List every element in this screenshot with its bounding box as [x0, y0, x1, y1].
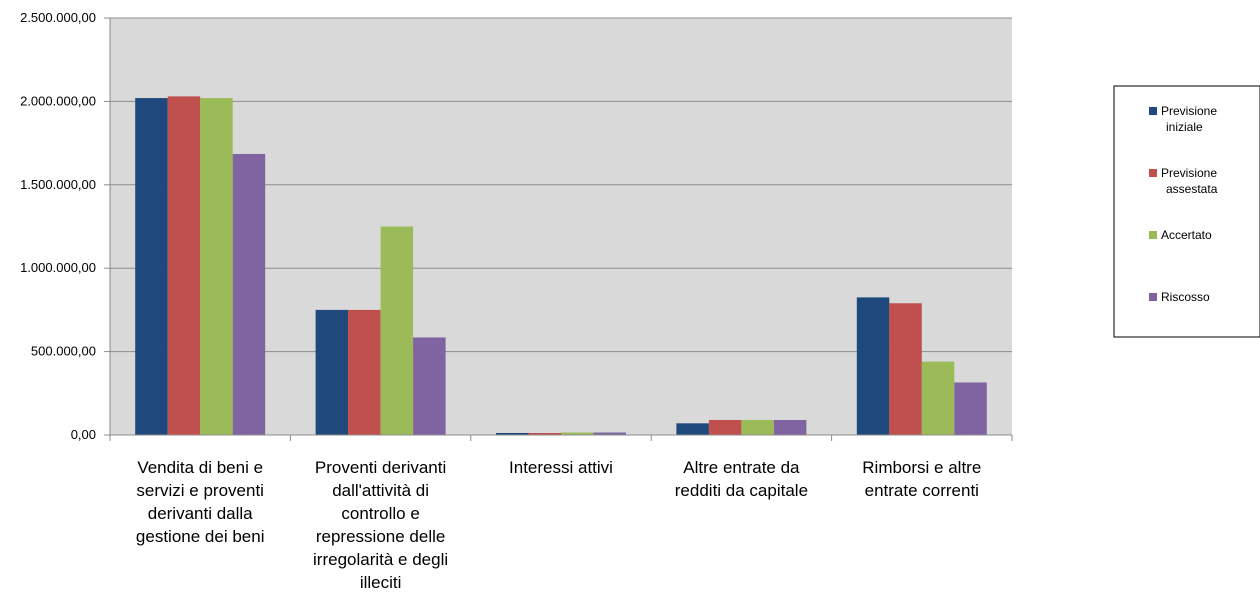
- legend-swatch-previsione-assestata: [1149, 169, 1157, 177]
- x-category-label: Proventi derivanti dall'attività di contro…: [313, 458, 448, 592]
- bar-accertato-2: [380, 226, 414, 435]
- bar-previsione-assestata-3: [528, 432, 561, 435]
- bar-accertato-3: [561, 432, 594, 435]
- legend-swatch-riscosso: [1149, 293, 1157, 301]
- legend-box: [1113, 85, 1260, 338]
- bar-previsione-iniziale-5: [856, 297, 890, 435]
- y-tick-label: 500.000,00: [31, 344, 96, 359]
- bar-previsione-assestata-1: [167, 96, 201, 435]
- legend-label-previsione-iniziale: Previsione iniziale: [1161, 104, 1217, 134]
- y-tick-label: 1.000.000,00: [20, 260, 96, 275]
- bar-accertato-4: [741, 419, 774, 435]
- bar-riscosso-4: [773, 419, 807, 435]
- legend-label-riscosso: Riscosso: [1161, 290, 1210, 304]
- x-category-labels: Vendita di beni e servizi e proventi deriv…: [136, 458, 981, 592]
- bar-previsione-assestata-5: [889, 303, 922, 435]
- legend-label-previsione-assestata: Previsione assestata: [1161, 166, 1218, 196]
- bar-riscosso-5: [954, 382, 987, 435]
- x-category-label: Interessi attivi: [509, 458, 613, 477]
- bar-riscosso-3: [593, 432, 626, 435]
- bar-previsione-assestata-2: [348, 309, 381, 435]
- bar-previsione-assestata-4: [708, 419, 742, 435]
- x-category-label: Vendita di beni e servizi e proventi deriv…: [136, 458, 265, 546]
- bar-previsione-iniziale-1: [135, 98, 168, 436]
- bars: [135, 96, 987, 436]
- bar-riscosso-1: [232, 153, 266, 435]
- legend-swatch-accertato: [1149, 231, 1157, 239]
- bar-previsione-iniziale-4: [676, 423, 709, 435]
- bar-accertato-5: [921, 361, 955, 435]
- bar-riscosso-2: [413, 337, 446, 435]
- legend-swatch-previsione-iniziale: [1149, 107, 1157, 115]
- y-tick-label: 1.500.000,00: [20, 177, 96, 192]
- x-category-label: Rimborsi e altre entrate correnti: [862, 458, 981, 500]
- y-tick-label: 2.000.000,00: [20, 93, 96, 108]
- legend-label-accertato: Accertato: [1161, 228, 1212, 242]
- bar-accertato-1: [200, 98, 233, 436]
- legend: Previsione iniziale Previsione assestata Acc…: [1113, 85, 1260, 338]
- y-tick-labels: 0,00 500.000,00 1.000.000,00 1.500.000,00 2.…: [20, 10, 110, 442]
- y-tick-label: 0,00: [71, 427, 96, 442]
- y-tick-label: 2.500.000,00: [20, 10, 96, 25]
- x-category-label: Altre entrate da redditi da capitale: [675, 458, 808, 500]
- bar-previsione-iniziale-3: [496, 432, 529, 435]
- axes: [109, 18, 1013, 441]
- bar-previsione-iniziale-2: [315, 309, 349, 435]
